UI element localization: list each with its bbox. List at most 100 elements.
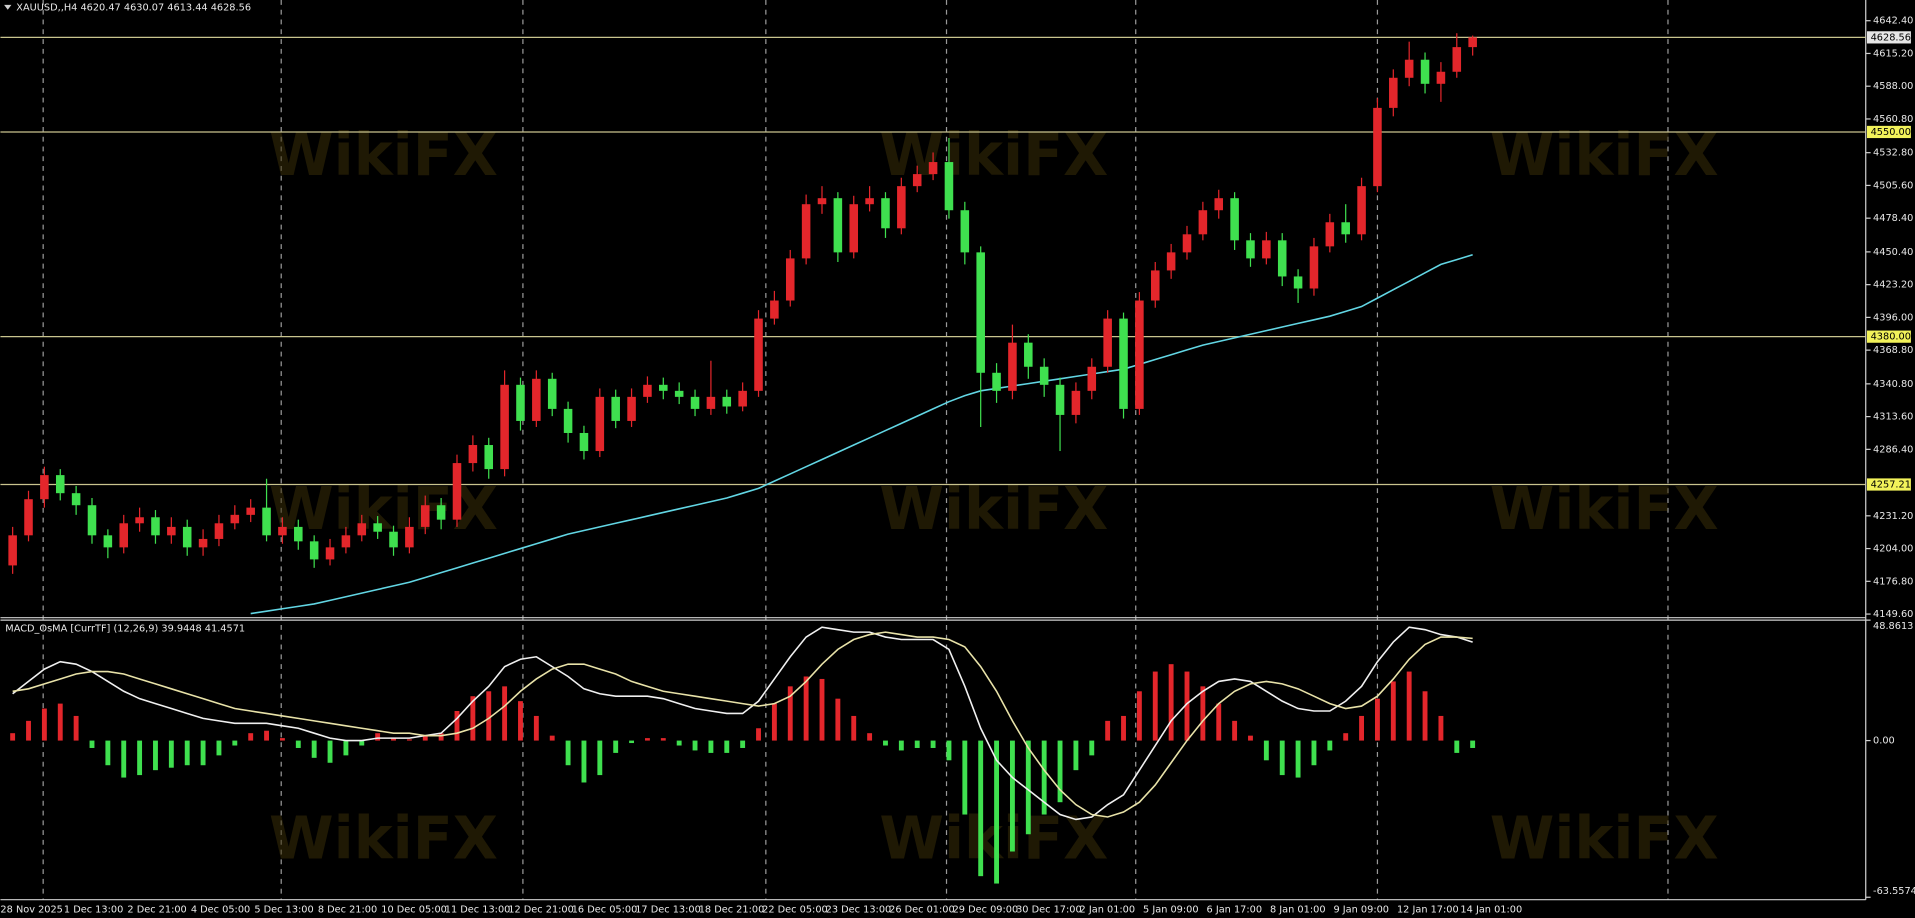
x-tick-label: 29 Dec 09:00 xyxy=(953,904,1019,915)
x-tick-label: 16 Dec 05:00 xyxy=(572,904,638,915)
histogram-bar xyxy=(1121,715,1126,741)
histogram-bar xyxy=(1184,671,1190,741)
histogram-bar xyxy=(422,735,428,741)
histogram-bar xyxy=(359,740,365,746)
candle-body xyxy=(182,526,192,548)
vertical-grid xyxy=(42,0,1669,900)
y-tick-label: 4560.80 xyxy=(1873,114,1913,125)
candle-body xyxy=(278,526,287,536)
candle-body xyxy=(579,432,589,452)
x-tick-label: 9 Jan 09:00 xyxy=(1333,904,1389,915)
histogram-bar xyxy=(1216,703,1222,741)
candle-body xyxy=(1024,342,1033,367)
histogram-bar xyxy=(232,740,238,746)
histogram-bar xyxy=(914,740,920,748)
histogram-bar xyxy=(1089,740,1095,756)
candle-body xyxy=(8,535,17,566)
candle-body xyxy=(833,198,843,253)
candle-body xyxy=(928,162,938,175)
histogram-bar xyxy=(1248,735,1253,741)
candle-body xyxy=(119,523,129,548)
histogram-bar xyxy=(676,740,682,746)
histogram-bar xyxy=(1073,740,1079,771)
histogram-bar xyxy=(1390,681,1396,741)
candle-body xyxy=(1277,240,1287,277)
candle-body xyxy=(1436,71,1446,84)
candle-body xyxy=(294,526,303,542)
x-tick-label: 17 Dec 13:00 xyxy=(635,904,701,915)
candle-body xyxy=(849,204,859,253)
candle-body xyxy=(738,390,747,407)
y-tick-label: 4615.20 xyxy=(1873,48,1913,59)
histogram-bar xyxy=(153,740,158,771)
candle-body xyxy=(198,538,208,548)
histogram-bar xyxy=(549,735,555,741)
histogram-bar xyxy=(454,711,460,741)
candle-body xyxy=(389,531,398,548)
histogram-bar xyxy=(1152,671,1158,741)
histogram-bar xyxy=(946,740,952,761)
histogram-bar xyxy=(375,733,381,741)
x-tick-label: 30 Dec 17:00 xyxy=(1016,904,1082,915)
level-label-box xyxy=(1866,478,1911,491)
y-tick-label: 4478.40 xyxy=(1873,213,1913,224)
histogram-bar xyxy=(295,740,301,748)
histogram-bar xyxy=(1025,740,1031,835)
histogram-bar xyxy=(57,703,63,741)
x-tick-label: 26 Dec 01:00 xyxy=(889,904,955,915)
histogram-bar xyxy=(168,740,174,768)
candle-body xyxy=(547,378,557,409)
candle-body xyxy=(230,514,240,524)
candle-body xyxy=(325,547,335,560)
candle-body xyxy=(468,445,478,464)
candle-body xyxy=(627,396,636,421)
candle-body xyxy=(563,408,573,433)
level-label: 4257.21 xyxy=(1871,479,1911,490)
histogram-bar xyxy=(486,691,492,741)
candle-body xyxy=(1087,366,1097,391)
y-tick-label: 4368.80 xyxy=(1873,345,1913,356)
histogram-bar xyxy=(26,720,31,741)
histogram-bar xyxy=(406,739,412,741)
histogram-bar xyxy=(898,740,904,751)
x-tick-label: 8 Jan 01:00 xyxy=(1270,904,1326,915)
histogram-bar xyxy=(533,715,539,741)
x-tick-label: 11 Dec 13:00 xyxy=(445,904,511,915)
histogram-bar xyxy=(1438,715,1444,741)
candle-body xyxy=(103,535,113,548)
watermark: WikiFX xyxy=(1490,804,1719,872)
watermark: WikiFX xyxy=(269,121,498,189)
histogram-bar xyxy=(311,740,317,758)
collapse-icon[interactable] xyxy=(4,4,12,10)
candle-body xyxy=(1135,300,1144,409)
candle-body xyxy=(1262,240,1271,259)
candle-body xyxy=(262,507,271,536)
histogram-bar xyxy=(740,740,746,748)
candle-body xyxy=(1357,186,1366,235)
indicator-line xyxy=(12,626,1473,821)
level-label-box xyxy=(1866,125,1911,139)
indicator-title: MACD_OsMA [CurrTF] (12,26,9) 39.9448 41.… xyxy=(5,624,245,635)
y-tick-label: 4532.80 xyxy=(1873,148,1913,159)
histogram-bar xyxy=(771,703,777,741)
histogram-bar xyxy=(1168,664,1174,741)
histogram-bar xyxy=(1105,720,1111,741)
candle-body xyxy=(87,505,97,536)
candle-body xyxy=(992,372,1001,391)
candle-body xyxy=(1214,198,1224,211)
candle-body xyxy=(1404,59,1414,78)
candle-body xyxy=(1103,318,1112,367)
x-tick-label: 28 Nov 2025 xyxy=(0,904,62,915)
histogram-bar xyxy=(343,740,349,756)
y-tick-label: 4505.60 xyxy=(1873,180,1913,191)
candle-body xyxy=(40,475,49,500)
x-tick-label: 10 Dec 05:00 xyxy=(381,904,447,915)
histogram-bar xyxy=(708,740,714,753)
histogram-bar xyxy=(137,740,143,776)
candle-body xyxy=(1420,59,1430,84)
histogram-bar xyxy=(1295,740,1301,778)
histogram-bar xyxy=(184,740,190,766)
candle-body xyxy=(690,396,700,409)
